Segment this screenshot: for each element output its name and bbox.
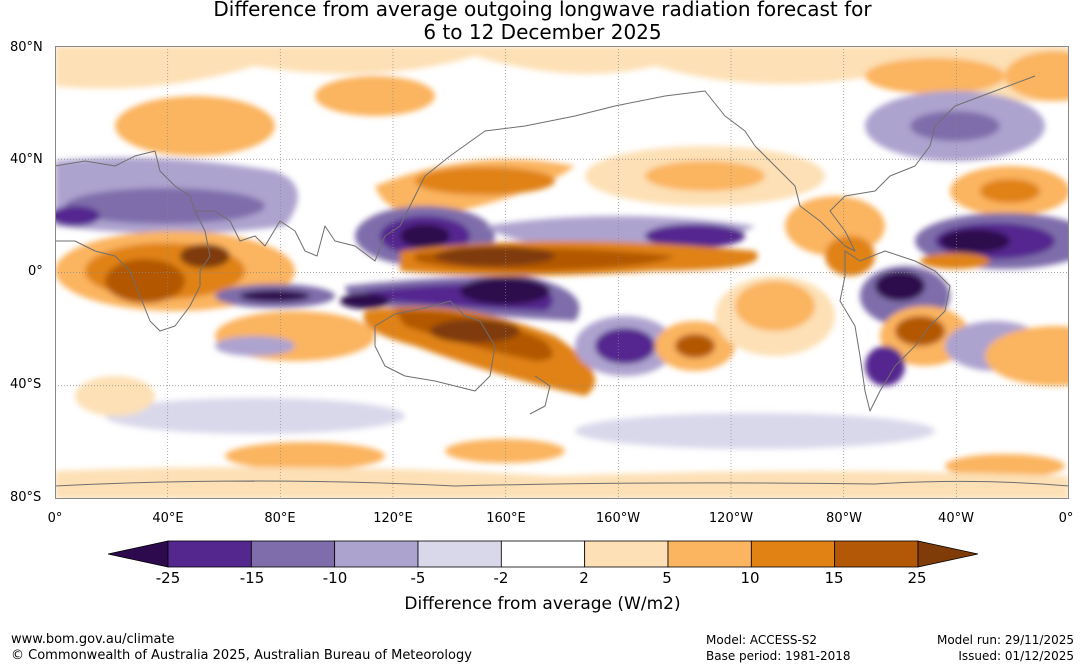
anomaly-region (55, 467, 1069, 499)
coastline-africa-europe (55, 150, 211, 332)
colorbar-segment (750, 540, 836, 568)
anomaly-region (985, 326, 1069, 386)
anomaly-region (105, 259, 185, 303)
anomaly-region (865, 346, 905, 386)
anomaly-region (980, 179, 1040, 203)
anomaly-region (415, 167, 555, 195)
coastline-new-zealand (529, 375, 551, 415)
model-run-date: Model run: 29/11/2025 (936, 633, 1074, 647)
issued-date: Issued: 01/12/2025 (958, 649, 1074, 663)
anomaly-region (920, 253, 990, 269)
colorbar-label: Difference from average (W/m2) (404, 594, 681, 614)
colorbar-segment (500, 540, 586, 568)
colorbar-tick: -2 (493, 569, 509, 587)
colorbar-segment (834, 540, 919, 568)
colorbar-segment (417, 540, 502, 568)
lat-label-0: 0° (28, 264, 43, 279)
coastlines (55, 75, 1069, 487)
coastline-antarctica (55, 480, 1069, 487)
anomaly-region (240, 290, 310, 302)
model-name: Model: ACCESS-S2 (706, 633, 818, 647)
anomaly-region (645, 161, 765, 191)
lon-label-120e: 120°E (373, 511, 413, 526)
anomaly-region (55, 46, 1069, 102)
colorbar-tick: 5 (662, 569, 672, 587)
colorbar-tick: -10 (322, 569, 348, 587)
anomaly-region (430, 319, 520, 343)
base-period: Base period: 1981-2018 (706, 649, 851, 663)
anomaly-region (180, 244, 230, 268)
map-title-line-2: 6 to 12 December 2025 (423, 20, 662, 44)
anomaly-region (865, 58, 1005, 94)
colorbar-segment (334, 540, 419, 568)
lon-label-80w: 80°W (826, 511, 862, 526)
colorbar-extend-high (917, 540, 978, 568)
anomaly-region (115, 96, 275, 156)
colorbar-segment (250, 540, 336, 568)
coastline-arabia-india (195, 90, 756, 262)
anomaly-region (105, 398, 405, 434)
anomaly-region (645, 224, 745, 248)
lon-label-80e: 80°E (264, 511, 296, 526)
anomaly-region (895, 316, 945, 346)
anomaly-region (595, 328, 655, 364)
lon-label-0: 0° (47, 511, 63, 526)
olr-anomaly-map (55, 46, 1069, 499)
lon-label-0-east: 0° (1058, 511, 1074, 526)
colorbar-tick: 10 (740, 569, 760, 587)
anomaly-region (575, 413, 935, 449)
anomaly-region (65, 188, 265, 224)
coastline-australia (374, 300, 496, 392)
map-frame (55, 46, 1069, 499)
colorbar (108, 540, 978, 568)
anomaly-region (460, 277, 550, 305)
lon-label-160w: 160°W (595, 511, 641, 526)
colorbar-tick: 25 (907, 569, 927, 587)
colorbar-tick: -25 (155, 569, 181, 587)
anomaly-region (400, 224, 450, 248)
lon-label-160e: 160°E (486, 511, 526, 526)
anomaly-region (825, 236, 875, 276)
colorbar-tick: 15 (824, 569, 844, 587)
colorbar-segment (167, 540, 252, 568)
colorbar-extend-low (108, 540, 169, 568)
anomaly-region (340, 293, 390, 309)
lat-label-40n: 40°N (10, 152, 43, 167)
anomaly-region (445, 439, 565, 463)
map-title-line-1: Difference from average outgoing longwav… (213, 0, 872, 21)
colorbar-tick: -15 (239, 569, 265, 587)
colorbar-tick: -5 (410, 569, 426, 587)
anomaly-region (910, 111, 1000, 141)
anomaly-region (55, 206, 100, 226)
copyright-text: © Commonwealth of Australia 2025, Austra… (11, 648, 472, 663)
lat-label-80s: 80°S (10, 490, 42, 505)
anomaly-region (215, 336, 295, 356)
colorbar-segment (667, 540, 752, 568)
colorbar-segment (584, 540, 669, 568)
coastline-north-america (754, 75, 1036, 252)
website-text: www.bom.gov.au/climate (11, 632, 175, 647)
anomaly-region (735, 281, 815, 331)
gridlines (55, 46, 1069, 499)
lon-label-40e: 40°E (152, 511, 184, 526)
anomaly-region (75, 376, 155, 416)
colorbar-tick: 2 (579, 569, 589, 587)
anomaly-region (945, 454, 1065, 478)
anomaly-region (940, 229, 1010, 253)
anomaly-field (55, 46, 1069, 499)
lat-label-40s: 40°S (10, 377, 42, 392)
anomaly-region (315, 76, 435, 116)
coastline-south-america (839, 250, 951, 412)
anomaly-region (675, 334, 715, 358)
anomaly-region (225, 442, 385, 470)
lon-label-40w: 40°W (938, 511, 974, 526)
anomaly-region (1005, 51, 1069, 101)
lon-label-120w: 120°W (708, 511, 754, 526)
anomaly-region (875, 271, 925, 301)
anomaly-region (435, 246, 555, 266)
lat-label-80n: 80°N (10, 40, 43, 55)
